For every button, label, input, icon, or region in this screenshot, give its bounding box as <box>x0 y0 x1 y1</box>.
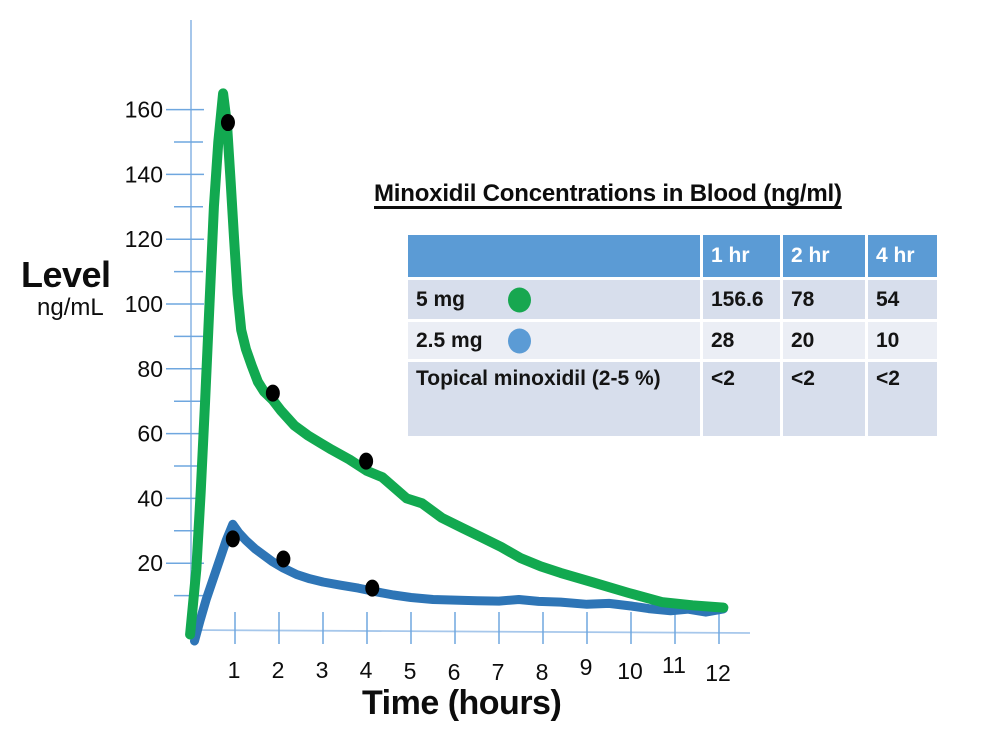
measured-point-dot <box>225 530 240 548</box>
table-row-label-2-5mg: 2.5 mg <box>408 322 700 359</box>
x-tick-label: 5 <box>404 658 417 684</box>
chart-title: Minoxidil Concentrations in Blood (ng/ml… <box>374 180 842 207</box>
measured-point-dot <box>365 579 380 597</box>
x-tick-label: 3 <box>316 657 329 683</box>
table-header-empty <box>408 235 700 277</box>
table-row-label-topical: Topical minoxidil (2-5 %) <box>408 362 700 436</box>
row-label-text: 2.5 mg <box>416 328 483 352</box>
measured-point-dot <box>220 114 235 132</box>
green-series-dot-icon <box>508 287 531 312</box>
measured-point-dot <box>276 550 291 568</box>
y-tick-label: 100 <box>125 291 163 317</box>
table-header-1hr: 1 hr <box>703 235 780 277</box>
x-tick-label: 4 <box>360 657 373 683</box>
table-cell: <2 <box>868 362 937 436</box>
x-tick-label: 6 <box>448 659 461 685</box>
y-tick-label: 40 <box>137 485 163 511</box>
x-axis-line <box>185 629 751 634</box>
y-axis-units: ng/mL <box>37 294 104 321</box>
concentration-table: 1 hr 2 hr 4 hr 5 mg 156.6 78 54 2.5 mg 2… <box>408 235 937 436</box>
table-row-label-5mg: 5 mg <box>408 280 700 319</box>
table-cell: 156.6 <box>703 280 780 319</box>
table-cell: <2 <box>703 362 780 436</box>
y-tick-label: 140 <box>125 161 163 187</box>
y-tick-label: 120 <box>125 226 163 252</box>
y-tick-label: 20 <box>137 550 163 576</box>
x-tick-label: 10 <box>617 658 643 684</box>
data-point-markers <box>220 114 380 597</box>
measured-point-dot <box>359 452 374 470</box>
y-axis-title: Level <box>21 254 111 295</box>
table-header-2hr: 2 hr <box>783 235 865 277</box>
x-tick-label: 9 <box>580 654 593 680</box>
x-tick-label: 2 <box>272 657 285 683</box>
x-tick-label: 12 <box>705 660 731 686</box>
blue-series-dot-icon <box>508 328 531 353</box>
table-cell: 20 <box>783 322 865 359</box>
x-tick-label: 7 <box>492 659 505 685</box>
table-cell: 78 <box>783 280 865 319</box>
x-tick-label: 11 <box>662 652 686 678</box>
x-tick-label: 1 <box>228 657 241 683</box>
measured-point-dot <box>265 384 280 402</box>
x-tick-label: 8 <box>536 659 549 685</box>
y-tick-label: 160 <box>125 97 163 123</box>
curve-5-mg <box>185 88 729 640</box>
curve-2-5-mg <box>190 519 728 646</box>
table-cell: 54 <box>868 280 937 319</box>
y-tick-label: 80 <box>137 356 163 382</box>
x-axis-title: Time (hours) <box>362 684 562 722</box>
y-tick-label: 60 <box>137 421 163 447</box>
row-label-text: 5 mg <box>416 287 466 311</box>
table-cell: 28 <box>703 322 780 359</box>
table-cell: <2 <box>783 362 865 436</box>
table-header-4hr: 4 hr <box>868 235 937 277</box>
table-cell: 10 <box>868 322 937 359</box>
